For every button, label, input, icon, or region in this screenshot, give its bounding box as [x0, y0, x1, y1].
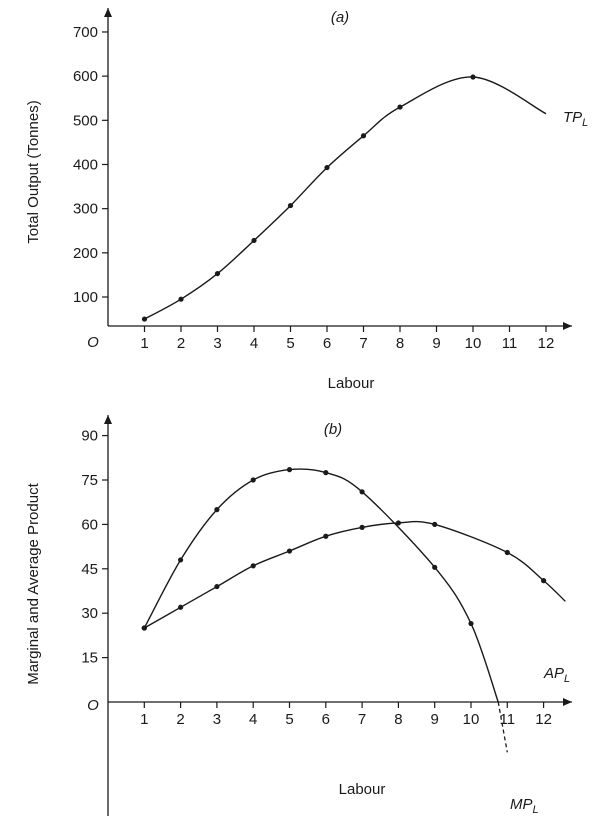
a-series-tp-point	[141, 316, 148, 322]
b-x-axis-arrow	[563, 698, 572, 706]
panel-a-origin-label: O	[87, 334, 99, 351]
b-x-tick-label: 3	[213, 711, 221, 728]
b-series-ap-point	[178, 604, 184, 610]
a-y-tick-label: 200	[73, 245, 98, 262]
b-series-mp-point	[141, 625, 147, 631]
a-x-tick-label: 5	[286, 335, 294, 352]
a-x-tick-label: 3	[213, 335, 221, 352]
b-x-tick-label: 10	[463, 711, 480, 728]
a-x-tick-label: 9	[432, 335, 440, 352]
panel-a-y-axis	[102, 8, 112, 326]
b-series-ap-point	[250, 563, 256, 569]
a-series-tp-point	[360, 133, 367, 139]
b-series-ap-line	[143, 520, 566, 629]
a-x-tick-label: 7	[359, 335, 367, 352]
b-y-tick-label: 30	[81, 605, 98, 622]
a-x-tick-label: 2	[177, 335, 185, 352]
b-y-tick-label: 75	[81, 472, 98, 489]
a-series-tp-point	[251, 237, 257, 244]
b-x-tick-label: 8	[394, 711, 402, 728]
b-x-tick-label: 5	[285, 711, 293, 728]
b-series-ap-point	[432, 521, 438, 528]
b-x-tick-label: 4	[249, 711, 257, 728]
a-series-tp-point	[470, 74, 476, 80]
b-x-tick-label: 11	[500, 711, 516, 728]
panel-a-x-axis-label: Labour	[328, 375, 375, 392]
b-series-mp-point	[286, 467, 293, 473]
b-series-mp-point	[468, 620, 474, 627]
a-x-tick-label: 12	[538, 335, 555, 352]
b-y-tick-label: 45	[81, 561, 98, 578]
a-y-tick-label: 400	[73, 156, 98, 173]
b-series-mp-point	[432, 564, 438, 570]
a-y-tick-label: 600	[73, 68, 98, 85]
series-label-tp: TPL	[563, 109, 588, 129]
a-series-tp-point	[214, 270, 221, 277]
b-series-ap-point	[214, 583, 220, 590]
b-x-tick-label: 2	[176, 711, 184, 728]
b-series-ap-point	[359, 524, 365, 530]
a-series-tp-line	[144, 76, 547, 320]
panel-a-y-axis-label: Total Output (Tonnes)	[25, 100, 42, 243]
b-y-tick-label: 60	[81, 516, 98, 533]
b-series-ap-point	[323, 533, 329, 539]
b-series-ap-point	[286, 548, 293, 554]
a-x-tick-label: 6	[323, 335, 331, 352]
b-series-mp-point	[178, 557, 184, 563]
b-x-tick-label: 9	[431, 711, 439, 728]
panel-b-y-axis-label: Marginal and Average Product	[25, 482, 42, 684]
a-x-tick-label: 11	[502, 335, 518, 352]
b-y-tick-label: 90	[81, 428, 98, 445]
a-y-tick-label: 500	[73, 112, 98, 129]
panel-b-x-axis	[108, 698, 572, 708]
b-series-mp-point	[359, 489, 365, 495]
b-x-tick-label: 12	[535, 711, 552, 728]
b-series-mp-dashed-extension	[497, 701, 508, 753]
panel-b-marginal-average-product: (b) Labour Marginal and Average Product …	[25, 415, 572, 816]
b-x-tick-label: 1	[140, 711, 148, 728]
panel-b-origin-label: O	[87, 697, 99, 714]
series-label-ap: APL	[543, 665, 570, 685]
a-series-tp-point	[287, 202, 294, 209]
a-y-tick-label: 300	[73, 201, 98, 218]
panel-a-total-product: (a) Labour Total Output (Tonnes) O 100 20…	[25, 8, 588, 392]
panel-a-label: (a)	[331, 9, 349, 26]
b-y-tick-label: 15	[81, 650, 98, 667]
a-series-tp-point	[397, 104, 403, 110]
panel-b-x-axis-label: Labour	[339, 781, 386, 798]
a-series-tp-point	[178, 296, 184, 302]
a-x-tick-label: 8	[396, 335, 404, 352]
a-y-axis-arrow	[104, 8, 112, 17]
a-series-tp-point	[324, 164, 330, 171]
b-series-ap-point	[541, 578, 547, 584]
a-x-tick-label: 1	[140, 335, 148, 352]
b-series-ap-point	[395, 520, 401, 526]
panel-a-series	[141, 74, 547, 322]
a-x-tick-label: 4	[250, 335, 258, 352]
panel-a-x-axis	[108, 322, 572, 332]
a-y-tick-label: 700	[73, 24, 98, 41]
a-x-axis-arrow	[563, 322, 572, 330]
b-series-mp-line	[143, 468, 499, 703]
panel-b-series	[141, 467, 566, 753]
a-x-tick-label: 10	[465, 335, 482, 352]
b-series-mp-point	[214, 507, 220, 513]
a-y-tick-label: 100	[73, 289, 98, 306]
b-series-mp-point	[323, 470, 329, 476]
b-series-mp-point	[250, 477, 256, 483]
b-y-axis-arrow	[104, 415, 112, 424]
b-x-tick-label: 6	[322, 711, 330, 728]
series-label-mp: MPL	[510, 796, 539, 816]
b-x-tick-label: 7	[358, 711, 366, 728]
panel-b-label: (b)	[324, 421, 342, 438]
b-series-ap-point	[504, 549, 510, 556]
panel-b-y-axis	[102, 415, 112, 816]
